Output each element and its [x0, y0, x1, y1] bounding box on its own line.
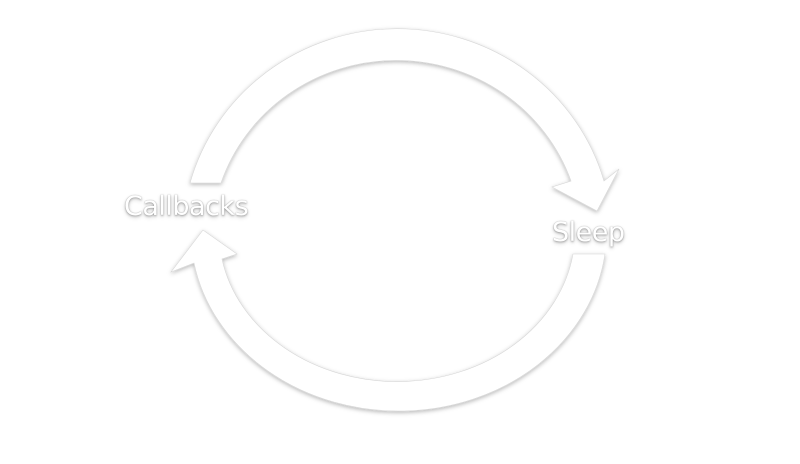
bottom-arrow — [170, 229, 606, 412]
node-label-sleep: Sleep — [552, 217, 625, 248]
node-label-callbacks: Callbacks — [124, 191, 249, 222]
top-arrow — [189, 28, 620, 212]
